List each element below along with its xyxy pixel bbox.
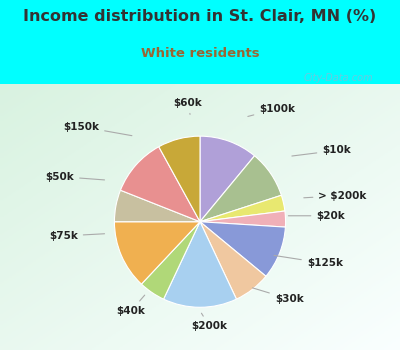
Text: $50k: $50k <box>45 172 104 182</box>
Wedge shape <box>200 156 281 222</box>
Wedge shape <box>142 222 200 299</box>
Wedge shape <box>200 195 285 222</box>
Text: White residents: White residents <box>141 47 259 60</box>
Text: City-Data.com: City-Data.com <box>304 73 373 83</box>
Wedge shape <box>200 211 286 227</box>
Text: $75k: $75k <box>49 231 104 241</box>
Text: Income distribution in St. Clair, MN (%): Income distribution in St. Clair, MN (%) <box>23 9 377 24</box>
Text: $200k: $200k <box>192 313 228 331</box>
Wedge shape <box>114 222 200 284</box>
Wedge shape <box>200 222 285 276</box>
Wedge shape <box>200 222 266 299</box>
Text: $10k: $10k <box>292 145 351 156</box>
Wedge shape <box>164 222 236 307</box>
Wedge shape <box>120 147 200 222</box>
Wedge shape <box>200 136 254 222</box>
Wedge shape <box>114 190 200 222</box>
Text: $20k: $20k <box>288 211 345 221</box>
Text: $150k: $150k <box>63 122 132 136</box>
Text: $40k: $40k <box>117 295 146 316</box>
Text: $100k: $100k <box>248 104 295 117</box>
Wedge shape <box>159 136 200 222</box>
Text: $30k: $30k <box>252 288 304 304</box>
Text: $125k: $125k <box>274 256 343 268</box>
Text: > $200k: > $200k <box>304 191 367 201</box>
Text: $60k: $60k <box>174 98 202 114</box>
